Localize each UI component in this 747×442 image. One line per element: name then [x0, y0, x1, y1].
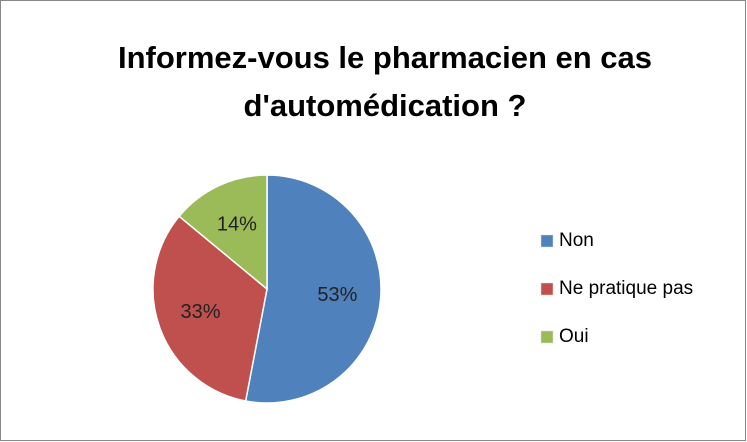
legend-marker	[540, 282, 554, 296]
data-label: 14%	[217, 213, 257, 235]
pie-slice	[152, 215, 268, 402]
legend-label: Non	[559, 230, 594, 251]
legend-marker	[540, 330, 554, 344]
pie-slice	[244, 174, 382, 404]
chart-title: Informez-vous le pharmacien en cas d'aut…	[117, 40, 653, 123]
legend-marker	[540, 234, 554, 248]
data-label: 33%	[180, 301, 220, 323]
legend-label: Oui	[559, 326, 589, 347]
pie-slice	[178, 174, 268, 291]
data-label: 53%	[317, 284, 357, 306]
legend-label: Ne pratique pas	[559, 278, 693, 299]
